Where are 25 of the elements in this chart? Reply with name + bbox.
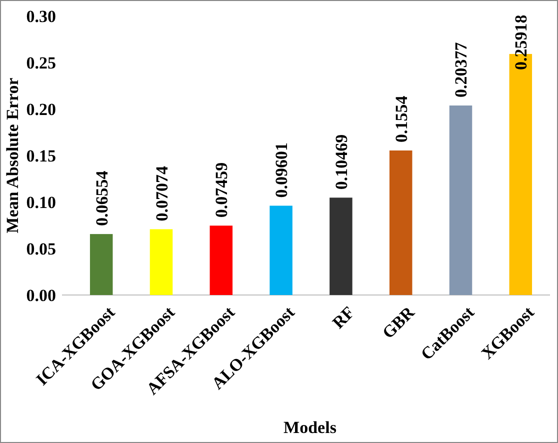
data-label: 0.25918: [512, 14, 531, 70]
y-tick-label: 0.30: [26, 6, 56, 26]
data-label: 0.07459: [212, 162, 232, 218]
y-tick-label: 0.20: [26, 100, 56, 119]
y-tick-label: 0.10: [26, 192, 56, 212]
y-tick-label: 0.15: [26, 146, 56, 166]
bar: [330, 198, 352, 295]
data-label: 0.07074: [152, 165, 172, 222]
y-tick-label: 0.25: [26, 53, 56, 72]
bar: [270, 206, 292, 295]
bar: [389, 150, 412, 295]
data-label: 0.10469: [332, 134, 351, 190]
data-label: 0.1554: [392, 95, 411, 142]
data-label: 0.06554: [92, 170, 112, 226]
x-tick-label: RF: [328, 302, 358, 332]
bar: [90, 234, 113, 295]
x-axis-title: Models: [284, 418, 337, 437]
bar: [210, 226, 233, 295]
bar: [150, 229, 173, 295]
y-tick-label: 0.00: [26, 286, 56, 305]
bar: [449, 105, 472, 295]
y-tick-label: 0.05: [26, 239, 56, 258]
y-axis-title: Mean Absolute Error: [3, 77, 22, 234]
data-label: 0.09601: [272, 142, 292, 198]
data-label: 0.20377: [452, 42, 471, 98]
